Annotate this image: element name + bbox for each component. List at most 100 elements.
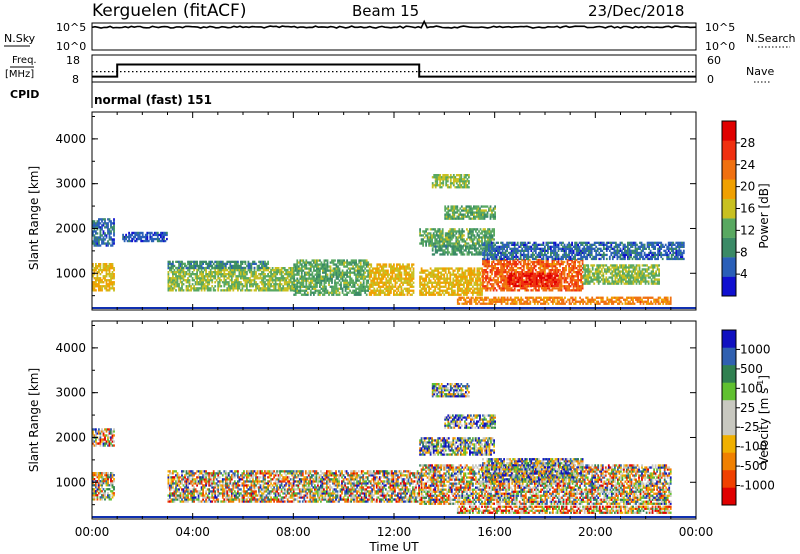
power-colorbar-swatch [722, 121, 736, 141]
time-tick-label: 00:00 [75, 525, 110, 539]
power-region-12 [456, 296, 672, 305]
velocity-colorbar-swatch [722, 347, 736, 366]
nsearch-label: N.Search [746, 32, 796, 45]
velocity-ylabel: Slant Range [km] [27, 368, 41, 472]
power-ytick-label: 4000 [55, 132, 86, 146]
velocity-ytick-label: 4000 [55, 341, 86, 355]
velocity-colorbar: 1000 500 100 25 -25 -100 -500 -1000 [721, 329, 775, 506]
power-ytick-label: 2000 [55, 221, 86, 235]
beam-title: Beam 15 [352, 2, 419, 20]
velocity-region-4 [482, 458, 584, 483]
velocity-colorbar-tick-label: 100 [740, 381, 763, 395]
time-axis-labels: 00:00 04:00 08:00 12:00 16:00 20:00 00:00 [75, 525, 714, 539]
power-colorbar-swatch [722, 276, 736, 297]
nave-tick-bottom: 0 [707, 73, 714, 86]
velocity-y-ticks: 1000 2000 3000 4000 [55, 324, 696, 506]
velocity-colorbar-swatch [722, 417, 736, 436]
velocity-heatmap [92, 383, 696, 518]
nsky-tick-top: 10^5 [56, 21, 86, 34]
nsearch-tick-bottom: 10^0 [705, 40, 735, 53]
velocity-colorbar-swatch [722, 487, 736, 506]
velocity-colorbar-swatch [722, 452, 736, 471]
freq-frame [91, 54, 697, 83]
power-colorbar-swatch [722, 198, 736, 219]
power-region-4 [293, 259, 370, 296]
velocity-x-ticks [91, 321, 697, 519]
power-region-13 [444, 205, 496, 220]
power-region-8 [419, 267, 483, 296]
power-colorbar-swatch [722, 218, 736, 238]
nsearch-tick-top: 10^5 [705, 21, 735, 34]
power-ytick-label: 1000 [55, 266, 86, 280]
velocity-region-7 [431, 383, 470, 398]
power-colorbar-tick-label: 12 [740, 223, 755, 237]
velocity-colorbar-tick-label: -25 [740, 420, 760, 434]
velocity-region-5 [456, 505, 672, 514]
velocity-colorbar-swatch [722, 470, 736, 488]
nsky-panel: N.Sky 10^5 10^0 10^5 10^0 N.Search [4, 19, 796, 53]
velocity-colorbar-label-main: Velocity [m s [757, 388, 771, 465]
power-region-10 [507, 272, 559, 287]
power-heatmap [92, 174, 696, 309]
velocity-colorbar-swatch [722, 330, 736, 348]
time-tick-label: 00:00 [679, 525, 714, 539]
time-tick-label: 12:00 [377, 525, 412, 539]
cpid-text: normal (fast) 151 [94, 93, 212, 107]
power-colorbar-tick-label: 28 [740, 136, 755, 150]
time-tick-label: 08:00 [276, 525, 311, 539]
velocity-colorbar-swatch [722, 365, 736, 383]
nave-tick-top: 60 [707, 54, 721, 67]
freq-tick-top: 18 [66, 54, 80, 67]
velocity-colorbar-label-exponent: -1 [756, 380, 765, 388]
station-title: Kerguelen (fitACF) [92, 1, 246, 21]
power-region-2 [167, 267, 295, 292]
freq-panel: Freq. [MHz] 18 8 60 0 Nave CPID normal (… [5, 54, 774, 108]
power-colorbar-swatch [722, 159, 736, 180]
power-panel: Slant Range [km] 1000 2000 3000 4000 4 8 12 16… [27, 111, 771, 311]
velocity-region-2 [419, 437, 495, 456]
power-region-1 [92, 218, 115, 247]
freq-tick-bottom: 8 [72, 73, 79, 86]
velocity-colorbar-tick-label: -1000 [740, 479, 775, 493]
power-region-0 [92, 263, 115, 292]
power-region-3 [167, 260, 269, 270]
velocity-colorbar-tick-label: 500 [740, 362, 763, 376]
time-tick-label: 20:00 [578, 525, 613, 539]
power-y-ticks: 1000 2000 3000 4000 [55, 115, 696, 297]
velocity-region-1 [167, 470, 420, 503]
velocity-region-6 [444, 414, 496, 429]
velocity-ytick-label: 3000 [55, 386, 86, 400]
power-colorbar-swatch [722, 237, 736, 258]
power-region-15 [482, 241, 685, 261]
power-colorbar-tick-label: 16 [740, 202, 755, 216]
velocity-colorbar-label-close: ] [757, 375, 771, 380]
power-region-14 [431, 174, 470, 189]
velocity-colorbar-frame [721, 329, 737, 506]
velocity-colorbar-swatch [722, 435, 736, 453]
velocity-colorbar-swatch [722, 400, 736, 418]
power-colorbar-tick-label: 4 [740, 267, 748, 281]
power-colorbar-tick-label: 20 [740, 180, 755, 194]
velocity-colorbar-tick-label: -100 [740, 440, 767, 454]
power-colorbar: 4 8 12 16 20 24 28 [721, 120, 755, 297]
power-colorbar-swatch [722, 140, 736, 161]
velocity-ytick-label: 2000 [55, 430, 86, 444]
velocity-region-8 [92, 428, 115, 447]
nsky-label: N.Sky [4, 32, 36, 45]
time-axis-title: Time UT [368, 540, 419, 554]
power-colorbar-tick-label: 8 [740, 245, 748, 259]
velocity-colorbar-tick-label: 1000 [740, 342, 771, 356]
time-tick-label: 16:00 [477, 525, 512, 539]
velocity-colorbar-tick-label: -500 [740, 459, 767, 473]
velocity-colorbar-swatch [722, 382, 736, 401]
nsky-series-line [91, 19, 697, 29]
nsky-tick-bottom: 10^0 [56, 40, 86, 53]
velocity-panel: Slant Range [km] 1000 2000 3000 4000 1000 50… [27, 320, 775, 554]
power-ylabel: Slant Range [km] [27, 166, 41, 270]
power-region-11 [582, 264, 660, 285]
power-colorbar-swatch [722, 179, 736, 199]
velocity-colorbar-tick-label: 25 [740, 401, 755, 415]
freq-label: Freq. [12, 55, 37, 66]
freq-unit-label: [MHz] [5, 69, 34, 80]
nave-label: Nave [746, 65, 774, 78]
